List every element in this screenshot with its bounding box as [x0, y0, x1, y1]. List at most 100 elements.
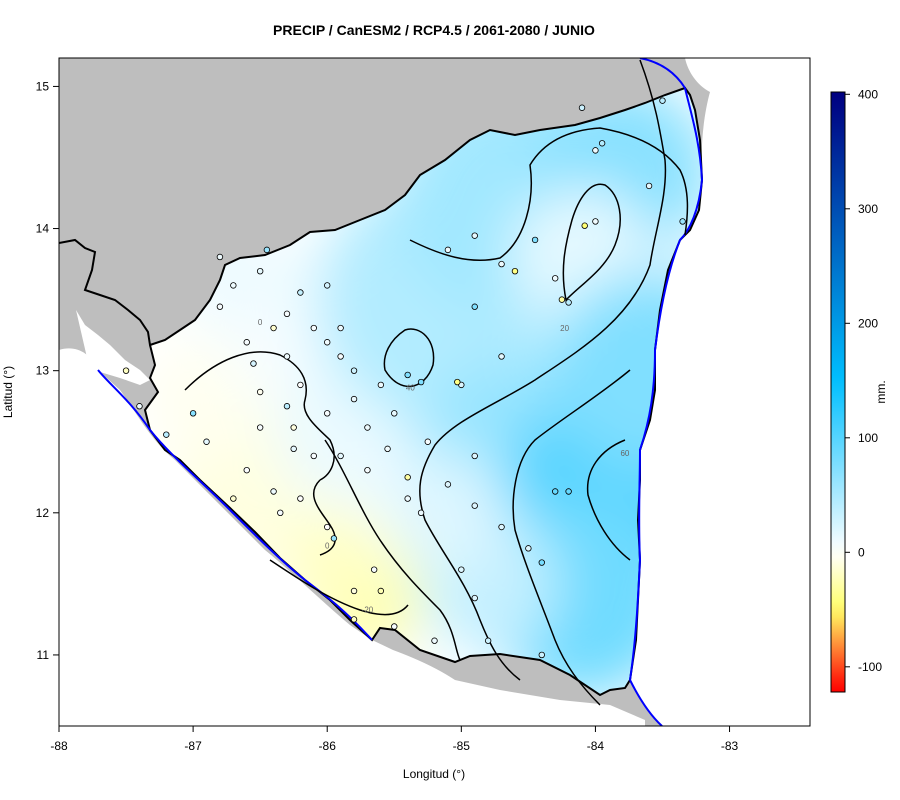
colorbar-tick-label: 0: [858, 545, 865, 559]
station-point: [350, 587, 358, 595]
station-point: [471, 452, 478, 460]
x-tick-label: -88: [50, 739, 68, 753]
station-point: [384, 445, 391, 453]
contour-label: 40: [406, 384, 415, 393]
station-point: [310, 324, 318, 332]
station-point: [565, 488, 572, 495]
station-point: [290, 424, 297, 431]
station-point: [592, 147, 599, 154]
station-point: [337, 324, 344, 332]
chart-title: PRECIP / CanESM2 / RCP4.5 / 2061-2080 / …: [273, 22, 595, 38]
colorbar-tick-label: -100: [858, 660, 882, 674]
station-point: [283, 310, 291, 318]
station-point: [498, 260, 505, 268]
x-tick-label: -87: [184, 739, 202, 753]
station-point: [370, 566, 378, 573]
colorbar-ticks: 400 300 200 100 0 -100: [845, 87, 882, 674]
plot-frame: [58, 57, 811, 727]
station-point: [598, 140, 606, 147]
y-tick-label: 15: [36, 79, 50, 93]
contour-40-east: [409, 127, 689, 262]
station-point: [350, 395, 358, 403]
station-point: [471, 502, 478, 509]
map-panel: 20 40 60 0 0 -20: [59, 58, 810, 726]
station-point: [243, 466, 250, 474]
station-point: [310, 452, 318, 460]
station-point: [350, 367, 358, 374]
station-point: [163, 431, 170, 438]
station-point: [270, 324, 277, 332]
station-point: [377, 587, 385, 595]
station-point: [581, 222, 588, 229]
station-point: [364, 466, 371, 474]
station-point: [203, 438, 210, 445]
station-point: [337, 452, 344, 460]
station-point: [337, 353, 344, 360]
station-point: [424, 438, 431, 445]
y-tick-label: 12: [36, 506, 50, 520]
contour-0-south: [313, 479, 336, 556]
y-axis: 11 12 13 14 15: [36, 79, 59, 662]
x-tick-label: -83: [721, 739, 739, 753]
station-point: [324, 410, 331, 417]
station-point: [538, 651, 545, 659]
station-point: [431, 637, 438, 644]
station-point: [189, 410, 197, 417]
station-point: [216, 303, 224, 310]
station-point: [417, 509, 425, 517]
station-point: [538, 559, 545, 566]
y-tick-label: 11: [37, 648, 50, 662]
station-point: [263, 246, 271, 254]
station-point: [256, 424, 264, 431]
station-point: [122, 367, 130, 374]
contour-label: 20: [560, 324, 569, 333]
station-point: [592, 218, 599, 225]
station-point: [484, 637, 492, 644]
field-blob: [357, 320, 458, 421]
station-point: [551, 488, 559, 495]
x-axis: -88 -87 -86 -85 -84 -83: [50, 726, 739, 753]
contour-lines: [184, 59, 689, 706]
station-point: [283, 353, 291, 360]
station-point: [558, 296, 566, 303]
station-point: [364, 424, 371, 431]
station-point: [471, 594, 478, 602]
station-point: [297, 381, 304, 389]
contour-60-south: [512, 369, 631, 706]
station-point: [277, 509, 284, 517]
station-point: [324, 339, 331, 346]
station-point: [659, 97, 666, 104]
station-point: [645, 182, 653, 190]
station-point: [350, 616, 358, 623]
station-point: [256, 388, 264, 396]
station-point: [498, 523, 505, 531]
station-point: [324, 282, 331, 289]
station-point: [578, 104, 586, 111]
station-point: [551, 275, 559, 282]
station-point: [458, 566, 465, 573]
contour-0-west: [184, 351, 335, 481]
station-point: [444, 246, 452, 254]
y-tick-label: 14: [36, 222, 50, 236]
y-axis-title: Latitud (°): [1, 366, 15, 418]
station-point: [391, 623, 398, 630]
station-point: [454, 378, 461, 386]
station-point: [531, 236, 539, 244]
colorbar-tick-label: 100: [858, 431, 878, 445]
station-point: [136, 403, 143, 410]
station-point: [471, 303, 478, 310]
station-point: [330, 535, 338, 542]
caribbean-sea: [630, 58, 810, 726]
station-point: [290, 445, 297, 453]
station-point: [404, 495, 411, 502]
station-point: [511, 267, 519, 275]
station-point: [471, 232, 478, 239]
station-point: [404, 474, 411, 481]
contour-label: 0: [258, 318, 263, 327]
contour-label: -20: [362, 605, 374, 614]
contour-20-north: [562, 183, 621, 302]
station-point: [216, 253, 224, 261]
x-tick-label: -86: [319, 739, 337, 753]
contour-label: 60: [620, 449, 629, 458]
